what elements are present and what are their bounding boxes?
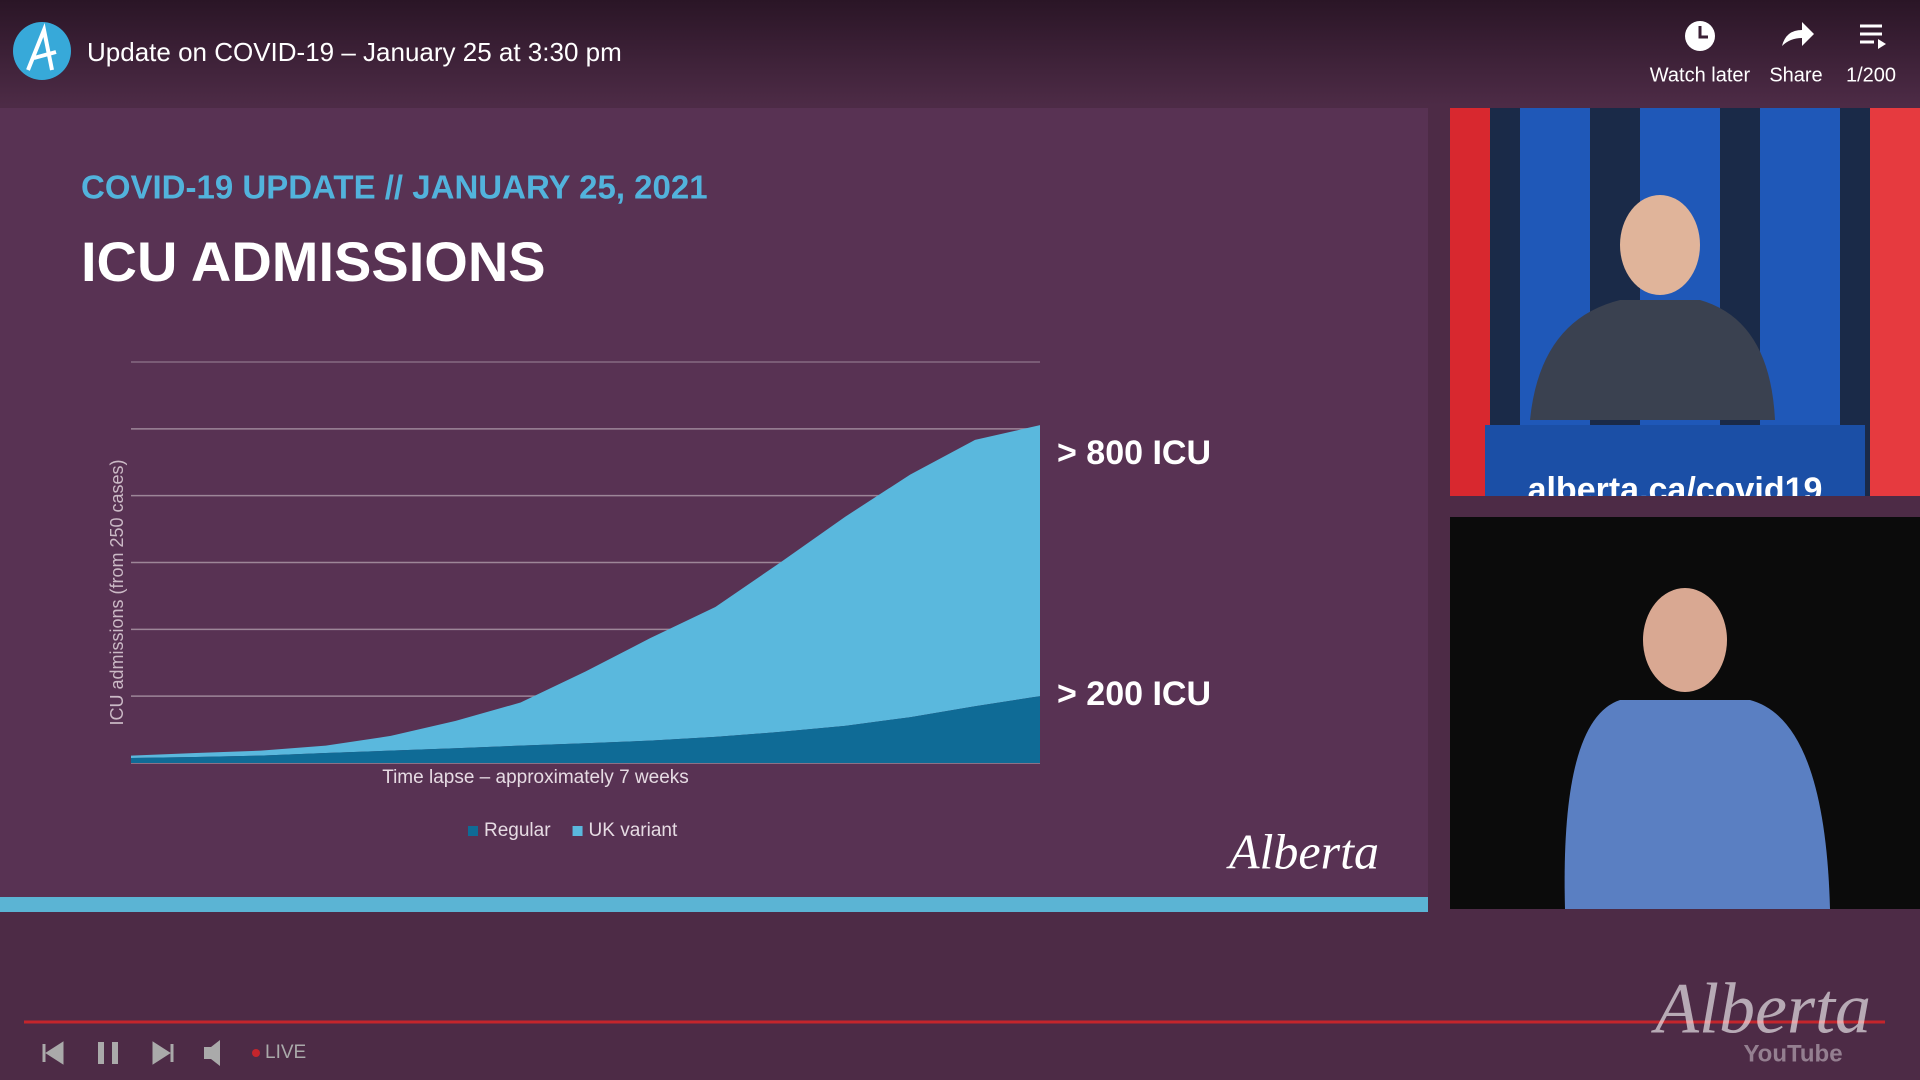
slide <box>0 108 1428 912</box>
slide-bar <box>0 897 1428 912</box>
pause-button[interactable] <box>98 1042 118 1064</box>
speaker-video[interactable]: alberta.ca/covid19 <box>1450 108 1920 509</box>
interpreter <box>1564 700 1830 909</box>
x-axis-label: Time lapse – approximately 7 weeks <box>382 767 689 788</box>
playlist-icon[interactable] <box>1860 24 1882 44</box>
speaker <box>1530 300 1775 420</box>
flag <box>1450 108 1490 496</box>
volume-button[interactable] <box>204 1040 220 1066</box>
area <box>131 425 1040 758</box>
previous-button[interactable] <box>42 1041 64 1065</box>
playlist-arrow <box>1878 39 1886 49</box>
speaker-head <box>1620 195 1700 295</box>
live-label[interactable]: LIVE <box>265 1042 306 1063</box>
y-axis-label: ICU admissions (from 250 cases) <box>107 459 127 725</box>
logo-mark <box>26 23 57 71</box>
podium-text: alberta.ca/covid19 <box>1528 471 1823 509</box>
live-dot <box>252 1049 260 1057</box>
interpreter-video[interactable] <box>1450 517 1920 909</box>
flag <box>1870 108 1920 496</box>
share[interactable]: Share <box>1769 64 1822 86</box>
legend-swatch <box>572 826 583 836</box>
slide-title: ICU ADMISSIONS <box>81 230 546 293</box>
annotation: > 200 ICU <box>1057 675 1211 713</box>
watch-later[interactable]: Watch later <box>1650 64 1751 86</box>
share-icon[interactable] <box>1782 22 1814 46</box>
area <box>131 696 1040 763</box>
playlist-count[interactable]: 1/200 <box>1846 64 1896 86</box>
next-button[interactable] <box>152 1041 174 1065</box>
video-title[interactable]: Update on COVID-19 – January 25 at 3:30 … <box>87 37 622 67</box>
slide-subtitle: COVID-19 UPDATE // JANUARY 25, 2021 <box>81 169 708 206</box>
youtube-label[interactable]: YouTube <box>1743 1040 1842 1067</box>
legend-label: Regular <box>484 820 551 841</box>
clock-hands <box>1698 26 1708 39</box>
legend-swatch <box>468 826 478 836</box>
slide-logo: Alberta <box>1226 823 1379 879</box>
podium <box>1485 425 1865 496</box>
interpreter-head <box>1643 588 1727 692</box>
chart: ICU admissions (from 250 cases) Time laps… <box>107 361 1211 841</box>
channel-logo[interactable] <box>13 22 71 80</box>
annotation: > 800 ICU <box>1057 434 1211 472</box>
legend-label: UK variant <box>589 820 678 841</box>
watermark: Alberta <box>1651 969 1871 1049</box>
header-bar <box>0 0 1920 105</box>
